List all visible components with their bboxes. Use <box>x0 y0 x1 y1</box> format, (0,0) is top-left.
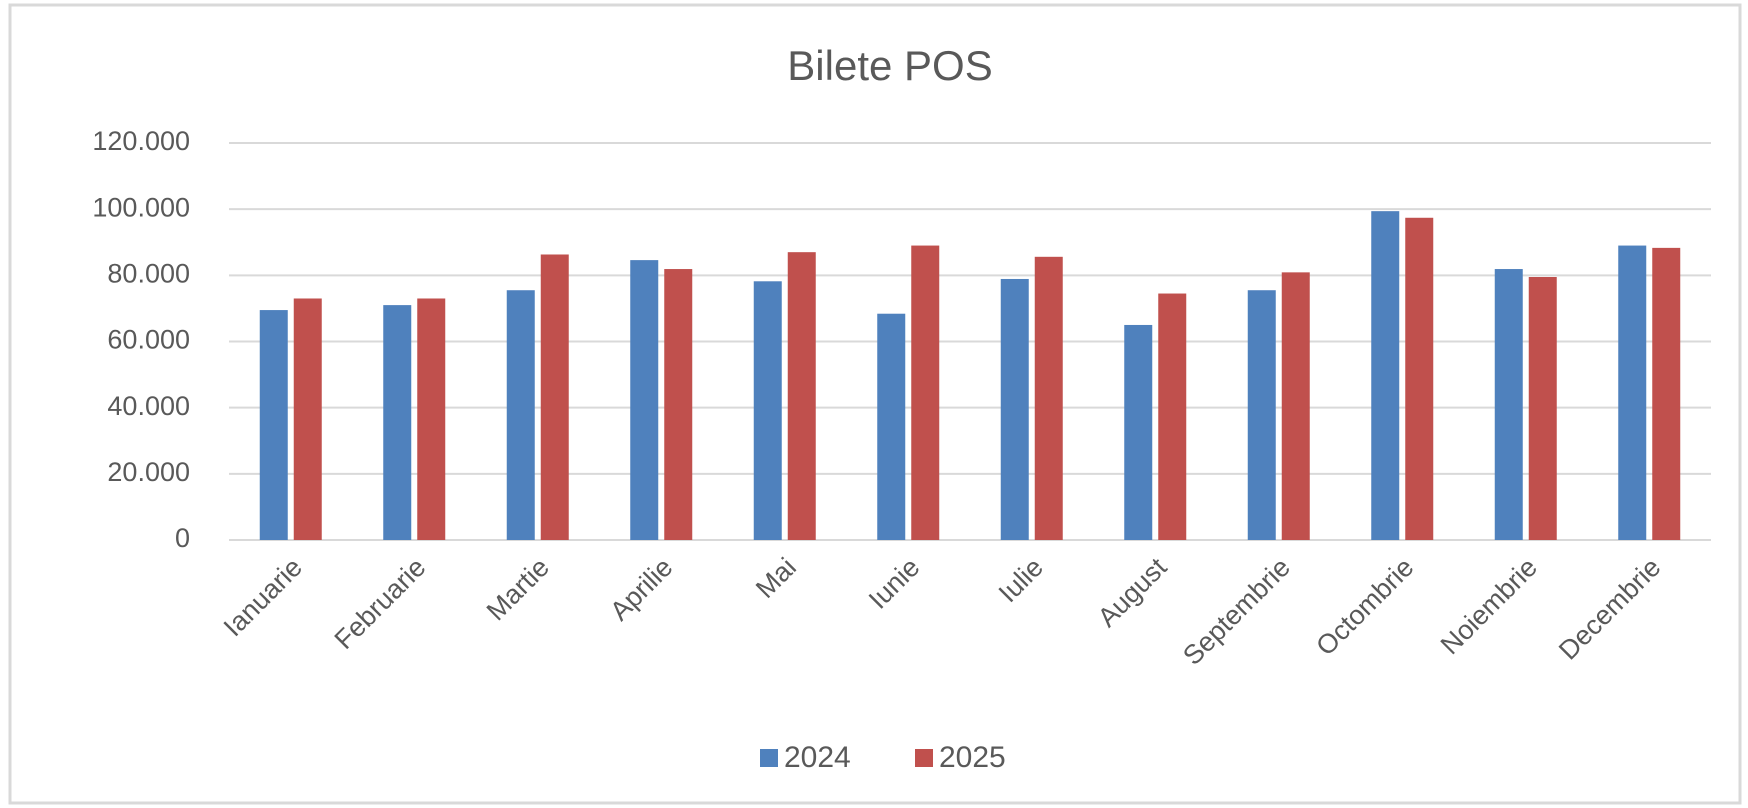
y-tick-label: 60.000 <box>107 325 190 355</box>
legend-label: 2024 <box>784 741 851 774</box>
bar <box>753 281 782 540</box>
bar <box>664 269 693 540</box>
y-tick-label: 0 <box>175 523 190 553</box>
bar <box>1247 290 1276 540</box>
bar <box>540 254 569 540</box>
bar <box>1371 211 1400 540</box>
bar <box>1000 278 1029 540</box>
bar <box>293 298 322 540</box>
bar <box>1405 217 1434 541</box>
chart-title: Bilete POS <box>787 42 992 89</box>
bar <box>1652 247 1681 541</box>
y-tick-label: 20.000 <box>107 457 190 487</box>
bar <box>1618 245 1647 540</box>
bar <box>787 252 816 541</box>
legend-label: 2025 <box>939 741 1006 774</box>
bar <box>1528 276 1557 540</box>
legend-swatch <box>915 749 933 767</box>
bar <box>877 313 906 540</box>
bar <box>259 310 288 540</box>
bar <box>417 298 446 540</box>
y-tick-label: 80.000 <box>107 258 190 288</box>
y-tick-label: 120.000 <box>92 126 190 156</box>
bar <box>630 260 659 540</box>
bar <box>1281 272 1310 540</box>
bar <box>506 290 535 540</box>
bar <box>1494 269 1523 540</box>
bar <box>1034 256 1063 540</box>
bar <box>911 245 940 540</box>
bar <box>1158 293 1187 540</box>
bar <box>1124 324 1153 540</box>
bar <box>383 305 412 540</box>
y-tick-label: 40.000 <box>107 391 190 421</box>
legend-swatch <box>760 749 778 767</box>
y-tick-label: 100.000 <box>92 192 190 222</box>
